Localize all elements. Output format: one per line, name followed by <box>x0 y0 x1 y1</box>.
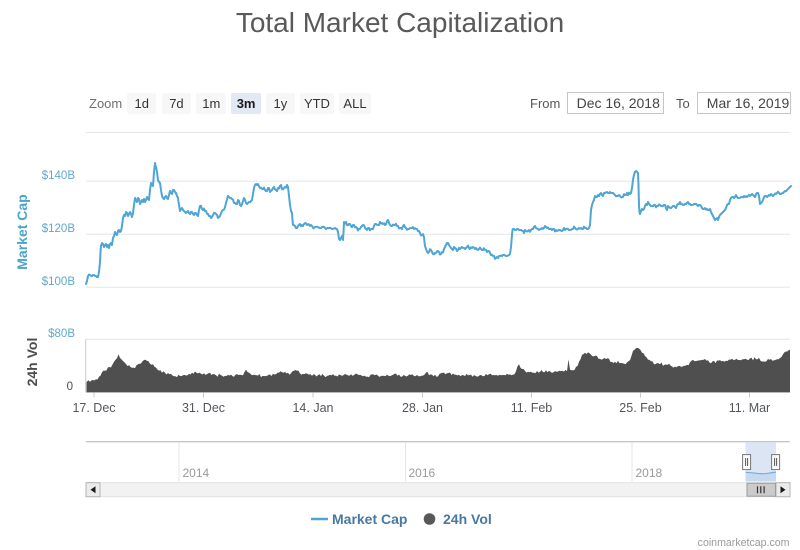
svg-text:Market Cap: Market Cap <box>332 511 407 527</box>
svg-text:0: 0 <box>67 381 73 393</box>
svg-text:2014: 2014 <box>183 466 210 480</box>
svg-text:11. Mar: 11. Mar <box>729 401 770 415</box>
svg-text:24h Vol: 24h Vol <box>24 338 40 387</box>
svg-text:$120B: $120B <box>42 223 76 235</box>
svg-text:2016: 2016 <box>409 466 436 480</box>
svg-text:$140B: $140B <box>42 170 76 182</box>
svg-text:$80B: $80B <box>48 328 75 340</box>
svg-text:25. Feb: 25. Feb <box>619 401 661 415</box>
svg-text:Market Cap: Market Cap <box>14 194 30 269</box>
svg-text:2018: 2018 <box>636 466 663 480</box>
svg-text:coinmarketcap.com: coinmarketcap.com <box>698 537 790 549</box>
svg-text:$100B: $100B <box>42 276 76 288</box>
svg-text:14. Jan: 14. Jan <box>292 401 333 415</box>
svg-text:11. Feb: 11. Feb <box>511 401 553 415</box>
svg-text:31. Dec: 31. Dec <box>182 401 225 415</box>
svg-text:17. Dec: 17. Dec <box>72 401 115 415</box>
svg-text:28. Jan: 28. Jan <box>402 401 443 415</box>
svg-text:24h Vol: 24h Vol <box>443 511 492 527</box>
